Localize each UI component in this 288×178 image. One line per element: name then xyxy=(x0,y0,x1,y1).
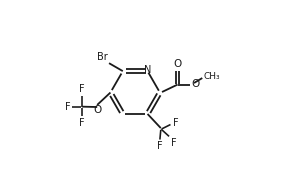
Text: Br: Br xyxy=(97,53,108,62)
Text: O: O xyxy=(93,105,101,115)
Text: O: O xyxy=(192,79,200,89)
Text: O: O xyxy=(173,59,182,69)
Text: F: F xyxy=(171,138,177,148)
Text: CH₃: CH₃ xyxy=(204,72,220,82)
Text: F: F xyxy=(157,141,163,151)
Text: F: F xyxy=(65,102,70,112)
Text: F: F xyxy=(173,118,178,128)
Text: F: F xyxy=(79,118,85,128)
Text: N: N xyxy=(144,65,152,75)
Text: F: F xyxy=(79,84,85,94)
